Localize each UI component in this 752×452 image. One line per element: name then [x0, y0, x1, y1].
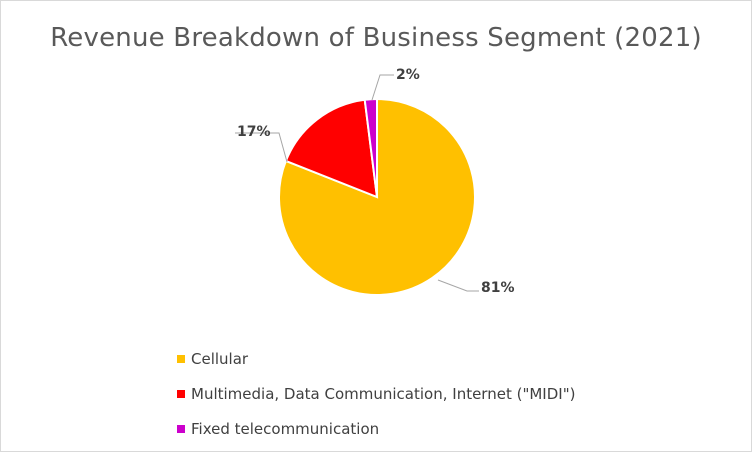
leader-line-3: [371, 74, 394, 101]
chart-legend: Cellular Multimedia, Data Communication, …: [177, 341, 575, 446]
legend-swatch: [177, 354, 185, 363]
data-label-3: 2%: [396, 67, 420, 83]
data-label-2: 17%: [237, 124, 271, 140]
pie-slice-2: [284, 98, 379, 199]
legend-label: Multimedia, Data Communication, Internet…: [191, 384, 576, 403]
leader-line-1: [437, 279, 479, 292]
chart-title: Revenue Breakdown of Business Segment (2…: [50, 23, 702, 53]
pie-slice-3: [363, 97, 378, 198]
legend-label: Cellular: [191, 349, 249, 368]
data-label-1: 81%: [481, 280, 515, 296]
leader-line-2: [235, 132, 288, 163]
legend-label: Fixed telecommunication: [191, 419, 380, 438]
legend-item-1: Cellular: [177, 341, 575, 376]
legend-swatch: [177, 424, 185, 433]
legend-item-2: Multimedia, Data Communication, Internet…: [177, 376, 575, 411]
legend-item-3: Fixed telecommunication: [177, 411, 575, 446]
legend-swatch: [177, 389, 185, 398]
